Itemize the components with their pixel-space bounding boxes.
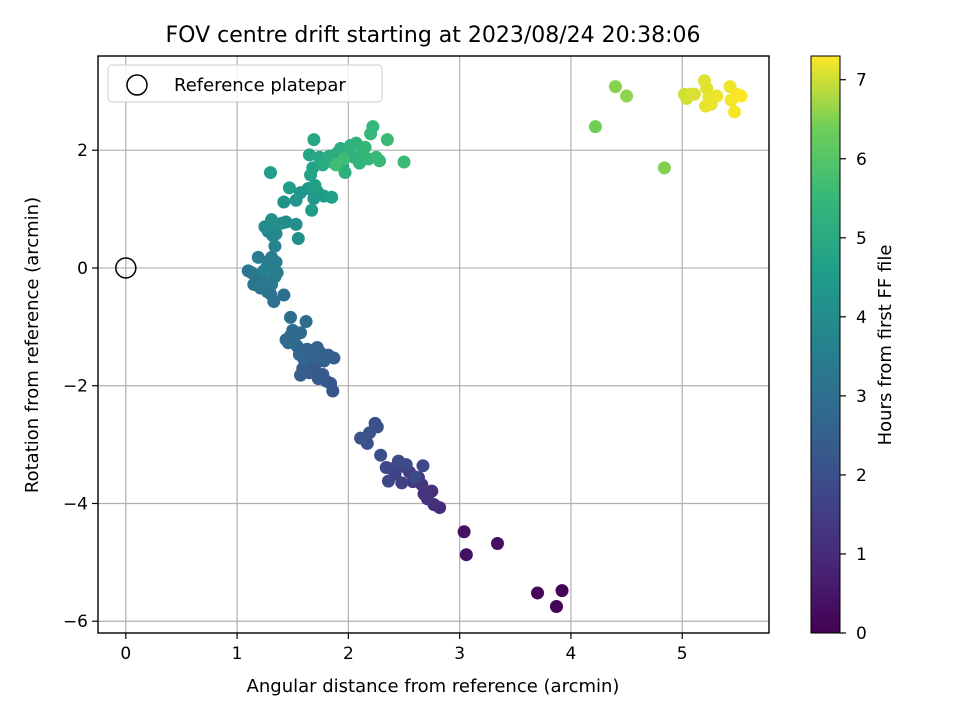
data-points — [241, 74, 748, 614]
x-tick-label: 1 — [232, 644, 243, 664]
data-point — [277, 288, 291, 302]
data-point — [531, 586, 545, 600]
data-point — [306, 161, 320, 175]
data-point — [277, 195, 291, 209]
colorbar-tick-label: 5 — [856, 229, 867, 249]
colorbar — [810, 55, 841, 634]
data-point — [299, 315, 313, 329]
data-point — [490, 537, 504, 551]
data-point — [608, 80, 622, 94]
data-point — [268, 239, 282, 253]
data-point — [325, 190, 339, 204]
data-point — [620, 89, 634, 103]
data-point — [397, 155, 411, 169]
x-tick-label: 0 — [120, 644, 131, 664]
y-tick-label: 2 — [77, 141, 88, 161]
data-point — [391, 454, 405, 468]
legend: Reference platepar — [107, 64, 383, 103]
data-point — [373, 154, 387, 168]
data-point — [358, 140, 372, 154]
chart-title: FOV centre drift starting at 2023/08/24 … — [166, 23, 701, 48]
x-tick-label: 5 — [677, 644, 688, 664]
data-point — [338, 166, 352, 180]
colorbar-tick-label: 4 — [856, 308, 867, 328]
data-point — [289, 217, 303, 231]
data-point — [308, 179, 322, 193]
data-point — [251, 250, 265, 264]
x-tick-label: 3 — [454, 644, 465, 664]
data-point — [687, 87, 701, 101]
data-point — [305, 203, 319, 217]
colorbar-tick-label: 3 — [856, 387, 867, 407]
data-point — [379, 461, 393, 475]
data-point — [374, 448, 388, 462]
data-point — [282, 181, 296, 195]
colorbar-tick-label: 2 — [856, 466, 867, 486]
y-tick-label: −4 — [63, 494, 88, 514]
data-point — [279, 333, 293, 347]
data-point — [734, 89, 748, 103]
data-point — [294, 326, 308, 340]
data-point — [269, 227, 283, 241]
data-point — [728, 105, 742, 119]
data-point — [284, 310, 298, 324]
y-axis-ticks: −6 −4 −2 0 2 — [63, 141, 98, 632]
colorbar-tick-label: 6 — [856, 150, 867, 170]
data-point — [366, 120, 380, 134]
y-tick-label: −2 — [63, 377, 88, 397]
legend-label: Reference platepar — [174, 75, 346, 96]
x-axis-label: Angular distance from reference (arcmin) — [247, 676, 620, 697]
data-point — [265, 213, 279, 227]
data-point — [291, 232, 305, 246]
data-point — [408, 470, 422, 484]
data-point — [459, 548, 473, 562]
data-point — [395, 476, 409, 490]
data-point — [302, 148, 316, 162]
data-point — [710, 89, 724, 103]
y-tick-label: −6 — [63, 612, 88, 632]
x-axis-ticks: 0 1 2 3 4 5 — [120, 633, 688, 664]
data-point — [657, 161, 671, 175]
data-point — [329, 158, 343, 172]
colorbar-tick-label: 7 — [856, 71, 867, 91]
data-point — [416, 459, 430, 473]
data-point — [279, 215, 293, 229]
reference-platepar-marker — [115, 257, 137, 279]
legend-marker-icon — [126, 74, 148, 96]
data-point — [420, 492, 434, 506]
y-axis-label: Rotation from reference (arcmin) — [22, 197, 43, 493]
colorbar-tick-label: 1 — [856, 545, 867, 565]
colorbar-ticks: 0 1 2 3 4 5 6 7 — [840, 71, 867, 644]
data-point — [263, 166, 277, 180]
data-point — [555, 584, 569, 598]
data-point — [257, 264, 271, 278]
legend-box — [107, 64, 383, 103]
colorbar-tick-label: 0 — [856, 624, 867, 644]
x-tick-label: 4 — [566, 644, 577, 664]
grid-lines — [98, 56, 769, 633]
x-tick-label: 2 — [343, 644, 354, 664]
y-tick-label: 0 — [77, 259, 88, 279]
data-point — [380, 133, 394, 147]
colorbar-label: Hours from first FF file — [875, 245, 896, 446]
data-point — [354, 431, 368, 445]
data-point — [457, 525, 471, 539]
data-point — [549, 600, 563, 614]
plot-frame — [97, 55, 770, 634]
data-point — [381, 474, 395, 488]
data-point — [588, 120, 602, 134]
reference-marker-group — [115, 257, 137, 279]
data-point — [307, 133, 321, 147]
data-point — [294, 368, 308, 382]
